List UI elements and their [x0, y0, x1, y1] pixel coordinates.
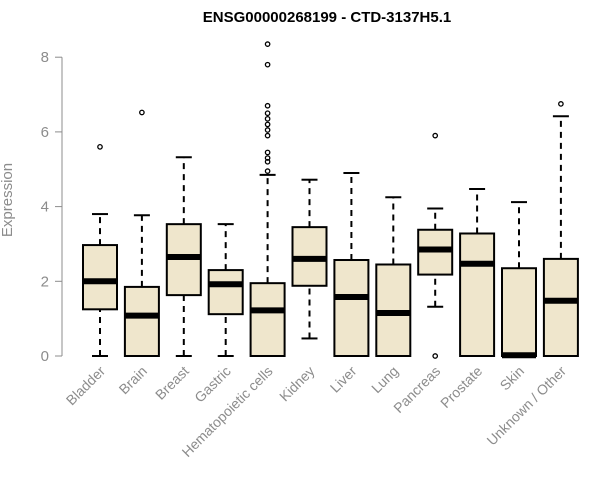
- iqr-box: [249, 282, 286, 358]
- outlier-point: [264, 115, 271, 122]
- box-lung: [375, 196, 412, 357]
- box-bladder: [82, 143, 118, 357]
- x-tick-label: Kidney: [276, 363, 318, 405]
- box-unknown-other: [542, 101, 579, 358]
- outlier-point: [264, 168, 271, 174]
- outlier-point: [264, 41, 271, 47]
- outlier-point: [264, 127, 271, 133]
- iqr-box: [82, 244, 118, 311]
- outlier-point: [432, 132, 439, 139]
- chart-title: ENSG00000268199 - CTD-3137H5.1: [203, 9, 451, 26]
- outlier-point: [264, 110, 271, 117]
- x-tick-label: Pancreas: [390, 363, 443, 416]
- y-tick-label: 4: [41, 199, 49, 216]
- outlier-point: [264, 121, 271, 128]
- outlier-point: [264, 102, 271, 109]
- iqr-box: [459, 232, 496, 358]
- box-breast: [165, 156, 202, 357]
- outlier-point: [97, 143, 103, 150]
- box-series: [82, 41, 579, 359]
- iqr-box: [542, 257, 579, 358]
- y-axis: 0 2 4 6 8: [41, 49, 63, 365]
- outlier-point: [264, 132, 271, 139]
- outlier-point: [264, 149, 271, 156]
- y-tick-label: 8: [41, 49, 49, 66]
- iqr-box: [501, 267, 537, 358]
- box-pancreas: [417, 132, 454, 359]
- y-tick-label: 0: [41, 348, 49, 365]
- y-axis-label: Expression: [0, 163, 16, 237]
- iqr-box: [123, 285, 160, 357]
- box-prostate: [459, 188, 496, 358]
- box-hematopoietic-cells: [249, 41, 286, 358]
- x-tick-label: Breast: [152, 363, 192, 403]
- box-liver: [333, 171, 370, 357]
- y-tick-label: 6: [41, 124, 49, 141]
- iqr-box: [333, 259, 370, 357]
- x-tick-label: Unknown / Other: [483, 363, 569, 449]
- outlier-point: [264, 155, 271, 161]
- iqr-box: [207, 269, 244, 316]
- outlier-point: [558, 101, 564, 107]
- box-kidney: [291, 178, 328, 340]
- x-tick-label: Skin: [497, 363, 528, 394]
- x-tick-label: Liver: [327, 363, 360, 396]
- outlier-point: [432, 353, 439, 359]
- outlier-point: [139, 109, 145, 116]
- x-tick-label: Bladder: [63, 363, 109, 409]
- box-brain: [123, 109, 160, 357]
- y-tick-label: 2: [41, 273, 49, 290]
- box-gastric: [207, 223, 244, 357]
- outlier-point: [264, 158, 271, 165]
- x-tick-label: Brain: [116, 363, 150, 397]
- box-skin: [501, 201, 537, 359]
- x-tick-label: Lung: [368, 363, 401, 396]
- x-tick-label: Prostate: [437, 363, 485, 411]
- outlier-point: [264, 61, 271, 68]
